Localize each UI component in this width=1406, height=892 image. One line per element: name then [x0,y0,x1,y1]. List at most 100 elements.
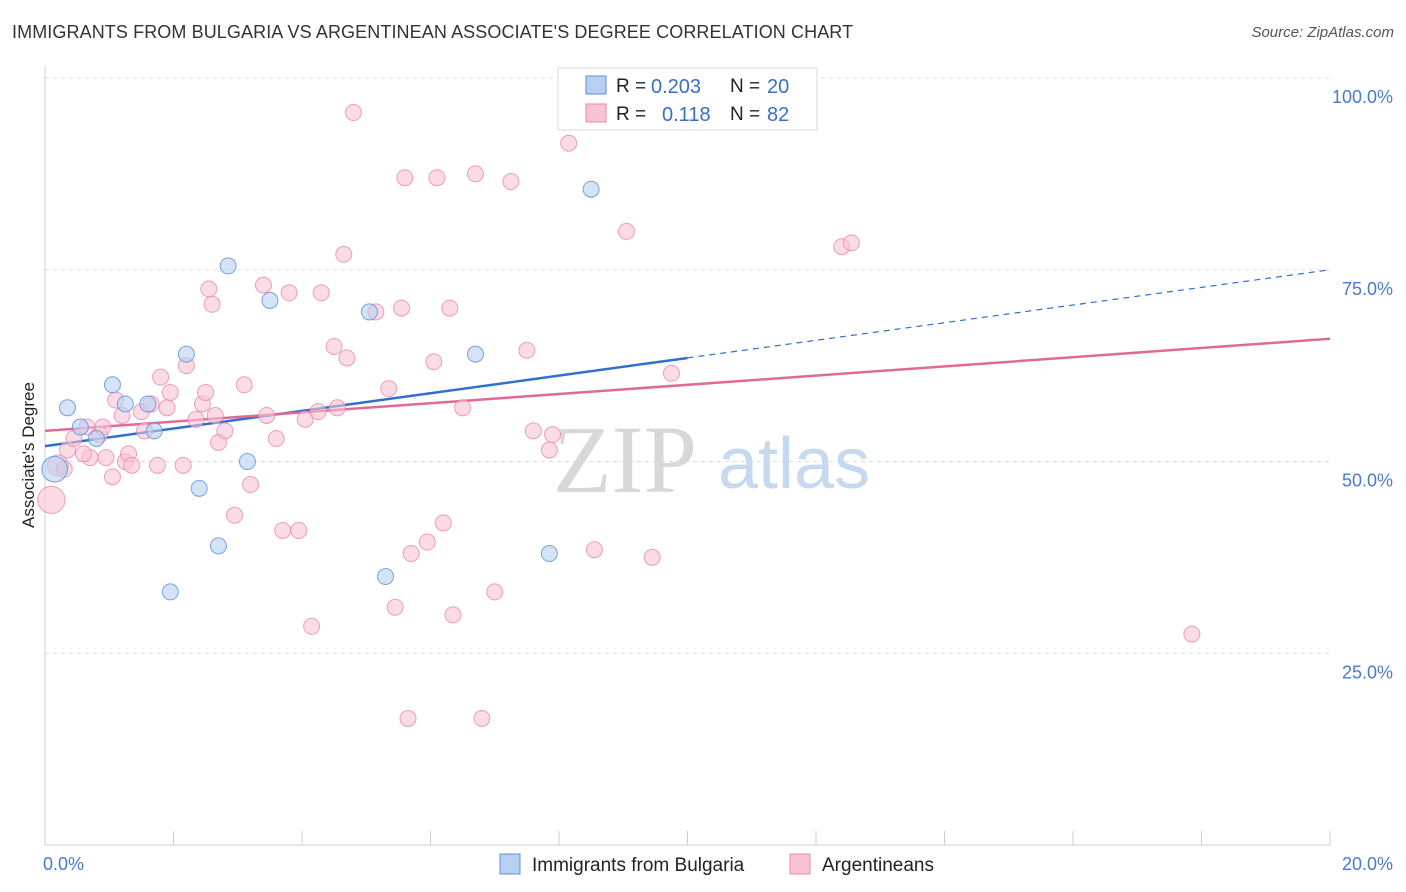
argentina-point-26 [197,383,215,401]
argentina-point-54 [396,169,414,187]
argentina-point-73 [585,541,603,559]
argentina-point-52 [386,598,404,616]
argentina-point-48 [338,349,356,367]
bulgaria-point-1 [58,399,76,417]
series-legend-label-argentina: Argentineans [822,855,934,876]
argentina-point-42 [303,617,321,635]
y-axis-label: Associate's Degree [19,382,38,528]
argentina-point-40 [290,522,308,540]
bulgaria-point-4 [103,376,121,394]
legend-swatch-bulgaria [585,75,607,95]
bulgaria-point-17 [466,345,484,363]
argentina-point-57 [418,533,436,551]
x-tick-label-min: 0.0% [43,854,84,874]
argentina-point-32 [226,506,244,524]
legend-swatch-argentina [585,103,607,123]
argentina-point-56 [402,545,420,563]
y-tick-label-75: 75.0% [1342,279,1393,299]
legend-r-label-1: R = [616,76,646,97]
argentina-point-62 [444,606,462,624]
argentina-point-33 [235,376,253,394]
y-tick-labels: 25.0% 50.0% 75.0% 100.0% [1332,87,1393,682]
series-legend-label-bulgaria: Immigrants from Bulgaria [532,855,745,876]
argentina-point-79 [1183,625,1201,643]
argentina-point-21 [161,383,179,401]
y-tick-label-50: 50.0% [1342,471,1393,491]
source-credit: Source: ZipAtlas.com [1251,24,1394,41]
argentina-point-46 [328,399,346,417]
bulgaria-trend-extension [687,269,1331,359]
x-tick-label-max: 20.0% [1342,854,1393,874]
argentina-point-76 [662,364,680,382]
legend-r-value-2: 0.118 [662,104,711,126]
argentina-point-29 [206,406,224,424]
data-points [37,104,1201,727]
argentina-point-61 [441,299,459,317]
argentina-point-53 [393,299,411,317]
argentina-point-58 [425,353,443,371]
argentina-point-9 [103,468,121,486]
bulgaria-point-11 [219,257,237,275]
argentina-point-39 [280,284,298,302]
argentina-point-8 [97,449,115,467]
argentina-point-49 [344,104,362,122]
argentina-point-38 [274,522,292,540]
bulgaria-point-13 [238,453,256,470]
x-tick-labels: 0.0% 20.0% [43,854,1393,874]
argentina-point-45 [325,337,343,355]
bulgaria-point-3 [87,429,105,447]
argentina-point-36 [258,406,276,424]
argentina-point-66 [486,583,504,601]
argentina-point-68 [518,341,536,359]
watermark-zip: ZIP [553,406,697,513]
series-legend-swatch-argentina [789,853,811,875]
argentina-point-0 [37,485,66,514]
argentina-point-44 [312,284,330,302]
argentina-point-37 [267,429,285,447]
legend-n-label-1: N = [730,76,760,97]
argentina-point-81 [75,445,93,463]
bulgaria-point-19 [582,180,600,198]
argentina-point-14 [123,456,141,474]
series-legend-swatch-bulgaria [499,853,521,875]
argentina-point-60 [434,514,452,532]
argentina-point-34 [242,476,260,494]
watermark: ZIP atlas [553,406,870,513]
argentina-point-28 [203,295,221,313]
argentina-point-18 [148,456,166,474]
argentina-point-78 [842,234,860,252]
argentina-point-24 [187,410,205,428]
correlation-legend: R = 0.203 N = 20 R = 0.118 N = 82 [557,67,818,131]
bulgaria-point-6 [139,395,157,413]
bulgaria-point-5 [116,395,134,413]
y-tick-label-100: 100.0% [1332,87,1393,107]
bulgaria-point-15 [360,303,378,321]
argentina-point-55 [399,709,417,727]
legend-n-value-2: 82 [767,104,789,126]
bulgaria-point-8 [177,345,195,363]
argentina-point-35 [254,276,272,294]
bulgaria-point-9 [190,479,208,497]
bulgaria-point-0 [41,455,68,483]
legend-n-value-1: 20 [767,76,789,98]
axes [44,66,1331,846]
y-tick-label-25: 25.0% [1342,662,1393,682]
legend-n-label-2: N = [730,104,760,125]
legend-r-label-2: R = [616,104,646,125]
series-legend: Immigrants from Bulgaria Argentineans [499,853,934,876]
argentina-point-70 [540,441,558,459]
argentina-point-51 [380,380,398,398]
argentina-point-22 [174,456,192,474]
argentina-point-27 [200,280,218,298]
argentina-point-63 [454,399,472,417]
argentina-point-69 [524,422,542,440]
argentina-point-74 [617,222,635,240]
bulgaria-point-16 [377,568,395,586]
argentina-point-64 [466,165,484,183]
bulgaria-point-10 [209,537,227,555]
argentina-point-65 [473,709,491,727]
argentina-point-41 [296,410,314,428]
bulgaria-point-2 [71,418,89,436]
bulgaria-point-14 [261,291,279,309]
